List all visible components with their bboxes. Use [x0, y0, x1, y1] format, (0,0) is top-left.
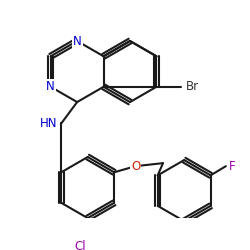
Text: Cl: Cl — [74, 240, 86, 250]
Text: Br: Br — [186, 80, 199, 93]
Text: N: N — [73, 34, 82, 48]
Text: HN: HN — [40, 117, 58, 130]
Text: F: F — [229, 160, 236, 173]
Text: O: O — [131, 160, 140, 173]
Text: N: N — [46, 80, 55, 93]
